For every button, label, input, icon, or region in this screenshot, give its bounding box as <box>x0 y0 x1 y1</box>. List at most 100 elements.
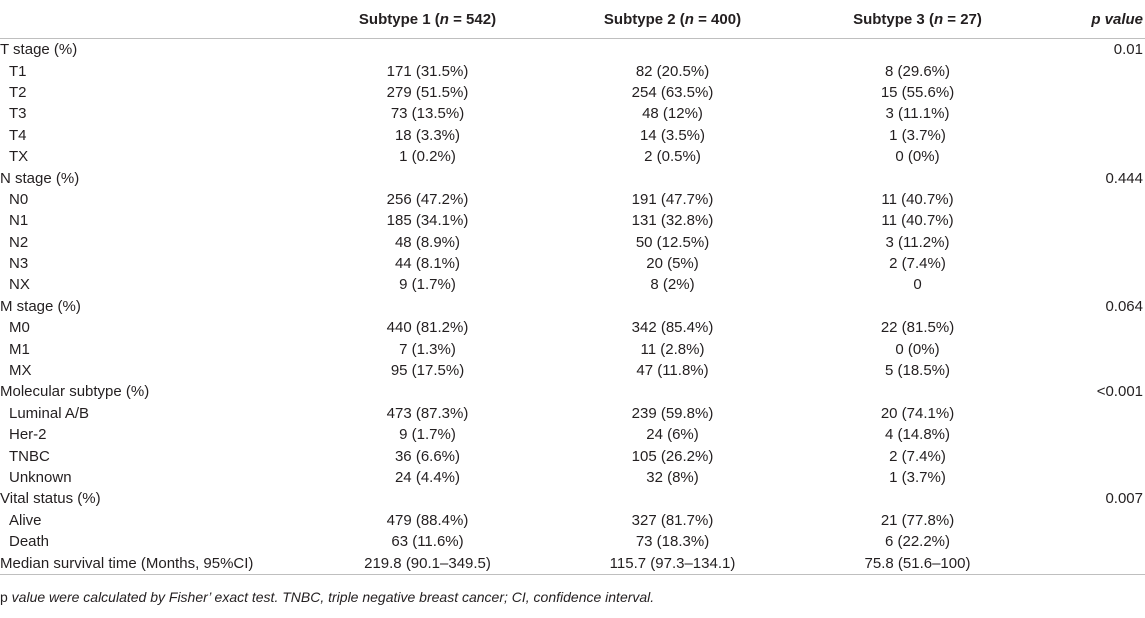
table-row: N stage (%) 0.444 <box>0 167 1145 188</box>
subtype-3-value: 1 (3.7%) <box>889 469 946 486</box>
subtype-1-value: 9 (1.7%) <box>399 426 456 444</box>
subtype-1-value: 73 (13.5%) <box>390 105 465 123</box>
table-row: Luminal A/B 473 (87.3%) 239 (59.8%) 20 (74.… <box>0 403 1145 424</box>
table-row: M stage (%) 0.064 <box>0 296 1145 317</box>
p-value-cell <box>1040 403 1145 424</box>
subtype-2-value: 327 (81.7%) <box>631 511 714 529</box>
subtype-1-value <box>305 488 550 509</box>
subtype-2-value: 32 (8%) <box>646 469 699 486</box>
p-value-cell <box>1040 510 1145 531</box>
table-row: MX 95 (17.5%) 47 (11.8%) 5 (18.5%) <box>0 360 1145 381</box>
subtype-2-value: 24 (6%) <box>646 426 699 444</box>
row-label: Luminal A/B <box>9 404 90 422</box>
p-value-cell <box>1040 82 1145 103</box>
table-row: T2 279 (51.5%) 254 (63.5%) 15 (55.6%) <box>0 82 1145 103</box>
row-label: Molecular subtype (%) <box>0 383 150 401</box>
row-label: N0 <box>9 190 29 208</box>
subtype-1-value: 185 (34.1%) <box>386 212 469 230</box>
row-label: Death <box>9 533 50 551</box>
subtype-1-value: 473 (87.3%) <box>386 404 469 422</box>
subtype-1-value: 1 (0.2%) <box>399 148 456 166</box>
header-empty-cell <box>0 0 305 39</box>
row-label: M1 <box>9 340 30 358</box>
table-row: Unknown 24 (4.4%) 32 (8%) 1 (3.7%) <box>0 467 1145 488</box>
subtype-1-value: 440 (81.2%) <box>386 319 469 337</box>
subtype-2-value: 239 (59.8%) <box>631 404 714 422</box>
subtype-1-value <box>305 167 550 188</box>
subtype-3-value <box>795 381 1040 402</box>
subtype-1-value: 44 (8.1%) <box>394 255 461 273</box>
subtype-3-value: 21 (77.8%) <box>880 511 955 529</box>
table-row: M1 7 (1.3%) 11 (2.8%) 0 (0%) <box>0 338 1145 359</box>
subtype-1-value <box>305 381 550 402</box>
subtype-2-value: 115.7 (97.3–134.1) <box>550 552 795 576</box>
subtype-2-value: 105 (26.2%) <box>631 447 714 465</box>
table-row: Molecular subtype (%) <0.001 <box>0 381 1145 402</box>
subtype-1-value: 7 (1.3%) <box>399 340 456 358</box>
table-row: T stage (%) 0.01 <box>0 39 1145 61</box>
subtype-3-value <box>795 488 1040 509</box>
row-label: M0 <box>9 319 30 337</box>
p-value-cell <box>1040 274 1145 295</box>
subtype-2-value: 254 (63.5%) <box>631 83 714 101</box>
p-value-cell: 0.444 <box>1105 169 1143 187</box>
row-label: Vital status (%) <box>0 490 101 508</box>
subtype-2-value: 14 (3.5%) <box>639 126 706 144</box>
header-p-value: p value <box>1040 0 1145 39</box>
table-row: NX 9 (1.7%) 8 (2%) 0 <box>0 274 1145 295</box>
subtype-2-value: 47 (11.8%) <box>636 362 709 380</box>
subtype-3-value: 15 (55.6%) <box>880 83 955 101</box>
p-value-cell: 0.007 <box>1105 490 1143 508</box>
subtype-1-value: 36 (6.6%) <box>394 447 461 465</box>
subtype-3-value <box>795 167 1040 188</box>
row-label: T2 <box>9 83 27 101</box>
subtype-1-value: 95 (17.5%) <box>390 362 465 380</box>
p-value-cell <box>1040 531 1145 552</box>
row-label: Median survival time (Months, 95%CI) <box>0 552 305 576</box>
header-subtype-3: Subtype 3 (n = 27) <box>795 0 1040 39</box>
clinical-characteristics-table: Subtype 1 (n = 542) Subtype 2 (n = 400) … <box>0 0 1145 576</box>
table-row: N1 185 (34.1%) 131 (32.8%) 11 (40.7%) <box>0 210 1145 231</box>
header-subtype-1: Subtype 1 (n = 542) <box>305 0 550 39</box>
subtype-3-value: 75.8 (51.6–100) <box>795 552 1040 576</box>
row-label: T3 <box>9 105 27 123</box>
row-label: MX <box>9 362 32 380</box>
table-row: T4 18 (3.3%) 14 (3.5%) 1 (3.7%) <box>0 125 1145 146</box>
subtype-1-value: 18 (3.3%) <box>394 126 461 144</box>
subtype-2-value <box>550 296 795 317</box>
row-label: M stage (%) <box>0 297 81 315</box>
subtype-2-value: 48 (12%) <box>642 105 703 123</box>
subtype-3-value: 5 (18.5%) <box>884 362 951 380</box>
table-row: T1 171 (31.5%) 82 (20.5%) 8 (29.6%) <box>0 60 1145 81</box>
subtype-2-value <box>550 39 795 61</box>
subtype-2-value: 82 (20.5%) <box>635 62 710 80</box>
row-label: NX <box>9 276 30 294</box>
p-value-cell <box>1040 189 1145 210</box>
subtype-2-value: 50 (12.5%) <box>635 233 710 251</box>
row-label: T4 <box>9 126 27 144</box>
subtype-2-value: 20 (5%) <box>646 255 699 273</box>
table-row: M0 440 (81.2%) 342 (85.4%) 22 (81.5%) <box>0 317 1145 338</box>
subtype-3-value: 3 (11.2%) <box>885 233 950 251</box>
subtype-3-value: 1 (3.7%) <box>889 126 946 144</box>
subtype-3-value <box>795 39 1040 61</box>
subtype-3-value: 2 (7.4%) <box>889 447 946 465</box>
row-label: T1 <box>9 62 27 80</box>
subtype-1-value <box>305 39 550 61</box>
subtype-2-value <box>550 381 795 402</box>
row-label: T stage (%) <box>0 41 78 59</box>
p-value-cell <box>1040 424 1145 445</box>
table-row: Vital status (%) 0.007 <box>0 488 1145 509</box>
subtype-3-value: 11 (40.7%) <box>881 190 954 208</box>
p-value-cell <box>1040 103 1145 124</box>
p-value-cell <box>1040 445 1145 466</box>
subtype-2-value <box>550 488 795 509</box>
p-value-cell: 0.01 <box>1113 41 1143 59</box>
subtype-2-value: 131 (32.8%) <box>631 212 714 230</box>
subtype-2-value: 191 (47.7%) <box>631 190 714 208</box>
subtype-3-value: 4 (14.8%) <box>884 426 951 444</box>
subtype-3-value: 11 (40.7%) <box>881 212 954 230</box>
row-label: N stage (%) <box>0 169 80 187</box>
row-label: N2 <box>9 233 29 251</box>
subtype-1-value: 63 (11.6%) <box>391 533 464 551</box>
